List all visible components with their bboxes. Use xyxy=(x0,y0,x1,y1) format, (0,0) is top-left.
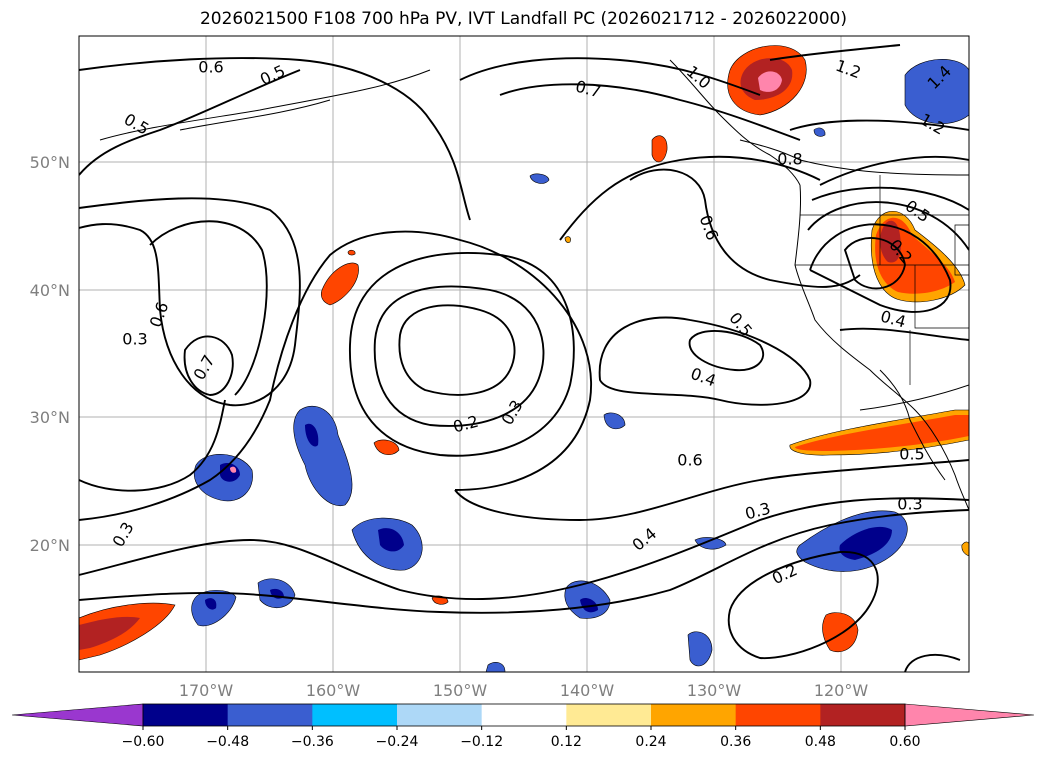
lon-label: 170°W xyxy=(179,681,234,700)
contour-label: 0.5 xyxy=(899,445,924,464)
lon-label: 140°W xyxy=(560,681,615,700)
colorbar-tick-label: 0.36 xyxy=(720,734,751,750)
colorbar-tick-label: 0.60 xyxy=(889,734,920,750)
colorbar-segment xyxy=(820,704,906,726)
colorbar-segment xyxy=(227,704,313,726)
colorbar-segment xyxy=(397,704,483,726)
colorbar-segment xyxy=(566,704,652,726)
colorbar-tick-label: 0.12 xyxy=(551,734,582,750)
map-title: 2026021500 F108 700 hPa PV, IVT Landfall… xyxy=(199,9,847,29)
colorbar-border xyxy=(142,703,906,727)
contour-label: 0.6 xyxy=(677,451,702,470)
contour-label: 0.3 xyxy=(122,330,147,349)
colorbar-segment xyxy=(143,704,229,726)
colorbar-tick-label: −0.60 xyxy=(122,734,165,750)
contour-label: 0.3 xyxy=(897,495,922,514)
lat-label: 30°N xyxy=(30,408,70,427)
lat-axis-labels: 50°N 40°N 30°N 20°N xyxy=(30,153,70,555)
lat-label: 40°N xyxy=(30,281,70,300)
colorbar-segment xyxy=(312,704,398,726)
colorbar-extend-high xyxy=(904,703,1035,727)
colorbar-segment xyxy=(481,704,567,726)
lon-axis-labels: 170°W 160°W 150°W 140°W 130°W 120°W xyxy=(179,681,869,700)
lon-label: 120°W xyxy=(814,681,869,700)
lon-label: 130°W xyxy=(687,681,742,700)
map-area xyxy=(79,36,969,672)
colorbar-extend-low xyxy=(11,703,144,727)
colorbar-tick-label: 0.48 xyxy=(805,734,836,750)
contour-label: 0.6 xyxy=(198,58,223,77)
pv-contours xyxy=(79,44,969,672)
colorbar-segment xyxy=(651,704,737,726)
colorbar-tick-label: −0.12 xyxy=(460,734,503,750)
boundaries xyxy=(795,175,969,385)
lat-label: 50°N xyxy=(30,153,70,172)
colorbar-tick-label: −0.48 xyxy=(206,734,249,750)
colorbar-tick-label: −0.24 xyxy=(376,734,419,750)
colorbar-segment xyxy=(735,704,821,726)
colorbar: −0.60 −0.48 −0.36 −0.24 −0.12 0.12 0.24 0.36 0.4… xyxy=(11,703,1035,750)
lat-label: 20°N xyxy=(30,536,70,555)
lon-label: 150°W xyxy=(433,681,488,700)
colorbar-tick-label: −0.36 xyxy=(291,734,334,750)
pv-filled-contours xyxy=(79,45,969,672)
map-border xyxy=(78,35,970,673)
colorbar-tick-label: 0.24 xyxy=(635,734,666,750)
contour-label: 0.8 xyxy=(777,150,802,169)
lon-label: 160°W xyxy=(306,681,361,700)
